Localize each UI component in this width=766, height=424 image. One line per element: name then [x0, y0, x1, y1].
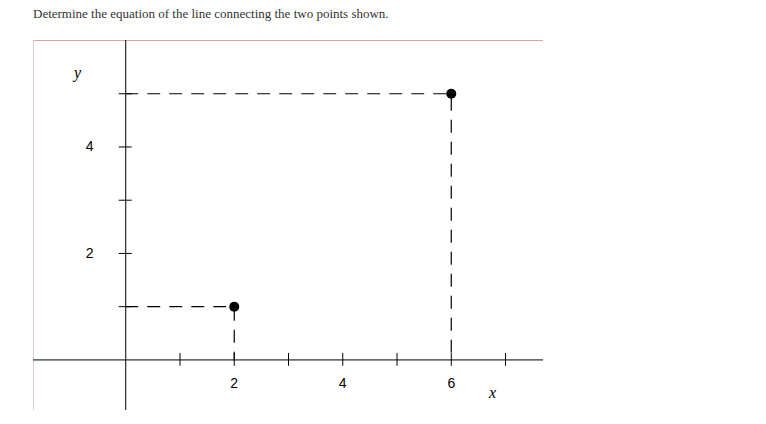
svg-text:2: 2 [230, 375, 238, 391]
html-text:Determine the equation of the: Determine the equation of the line conne… [33, 6, 389, 21]
html-text:x: x [489, 384, 497, 401]
svg-text:4: 4 [86, 138, 94, 154]
svg-text:4: 4 [339, 375, 347, 391]
svg-text:6: 6 [447, 375, 455, 391]
svg-text:2: 2 [86, 245, 94, 261]
html-text:y: y [74, 64, 82, 81]
